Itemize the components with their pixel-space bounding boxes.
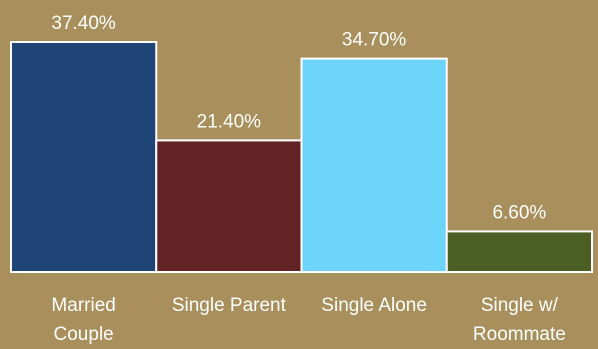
category-label-2-line-0: Single Alone xyxy=(321,295,427,316)
value-labels-group: 37.40% 21.40% 34.70% 6.60% xyxy=(51,13,546,223)
category-label-3-line-1: Roommate xyxy=(473,324,566,345)
bars-group xyxy=(10,41,593,273)
bar-1 xyxy=(155,139,303,273)
category-label-0-line-1: Couple xyxy=(54,324,114,345)
value-label-3: 6.60% xyxy=(492,202,546,223)
bar-2 xyxy=(300,57,448,273)
category-label-1-line-0: Single Parent xyxy=(172,295,287,316)
bar-3 xyxy=(445,230,593,273)
category-label-3-line-0: Single w/ xyxy=(481,295,559,316)
value-label-0: 37.40% xyxy=(51,13,116,34)
category-labels-group: Married Couple Single Parent Single Alone Si… xyxy=(51,295,565,345)
bar-0 xyxy=(10,41,158,273)
category-label-0-line-0: Married xyxy=(51,295,115,316)
value-label-2: 34.70% xyxy=(342,30,407,51)
value-label-1: 21.40% xyxy=(197,111,262,132)
